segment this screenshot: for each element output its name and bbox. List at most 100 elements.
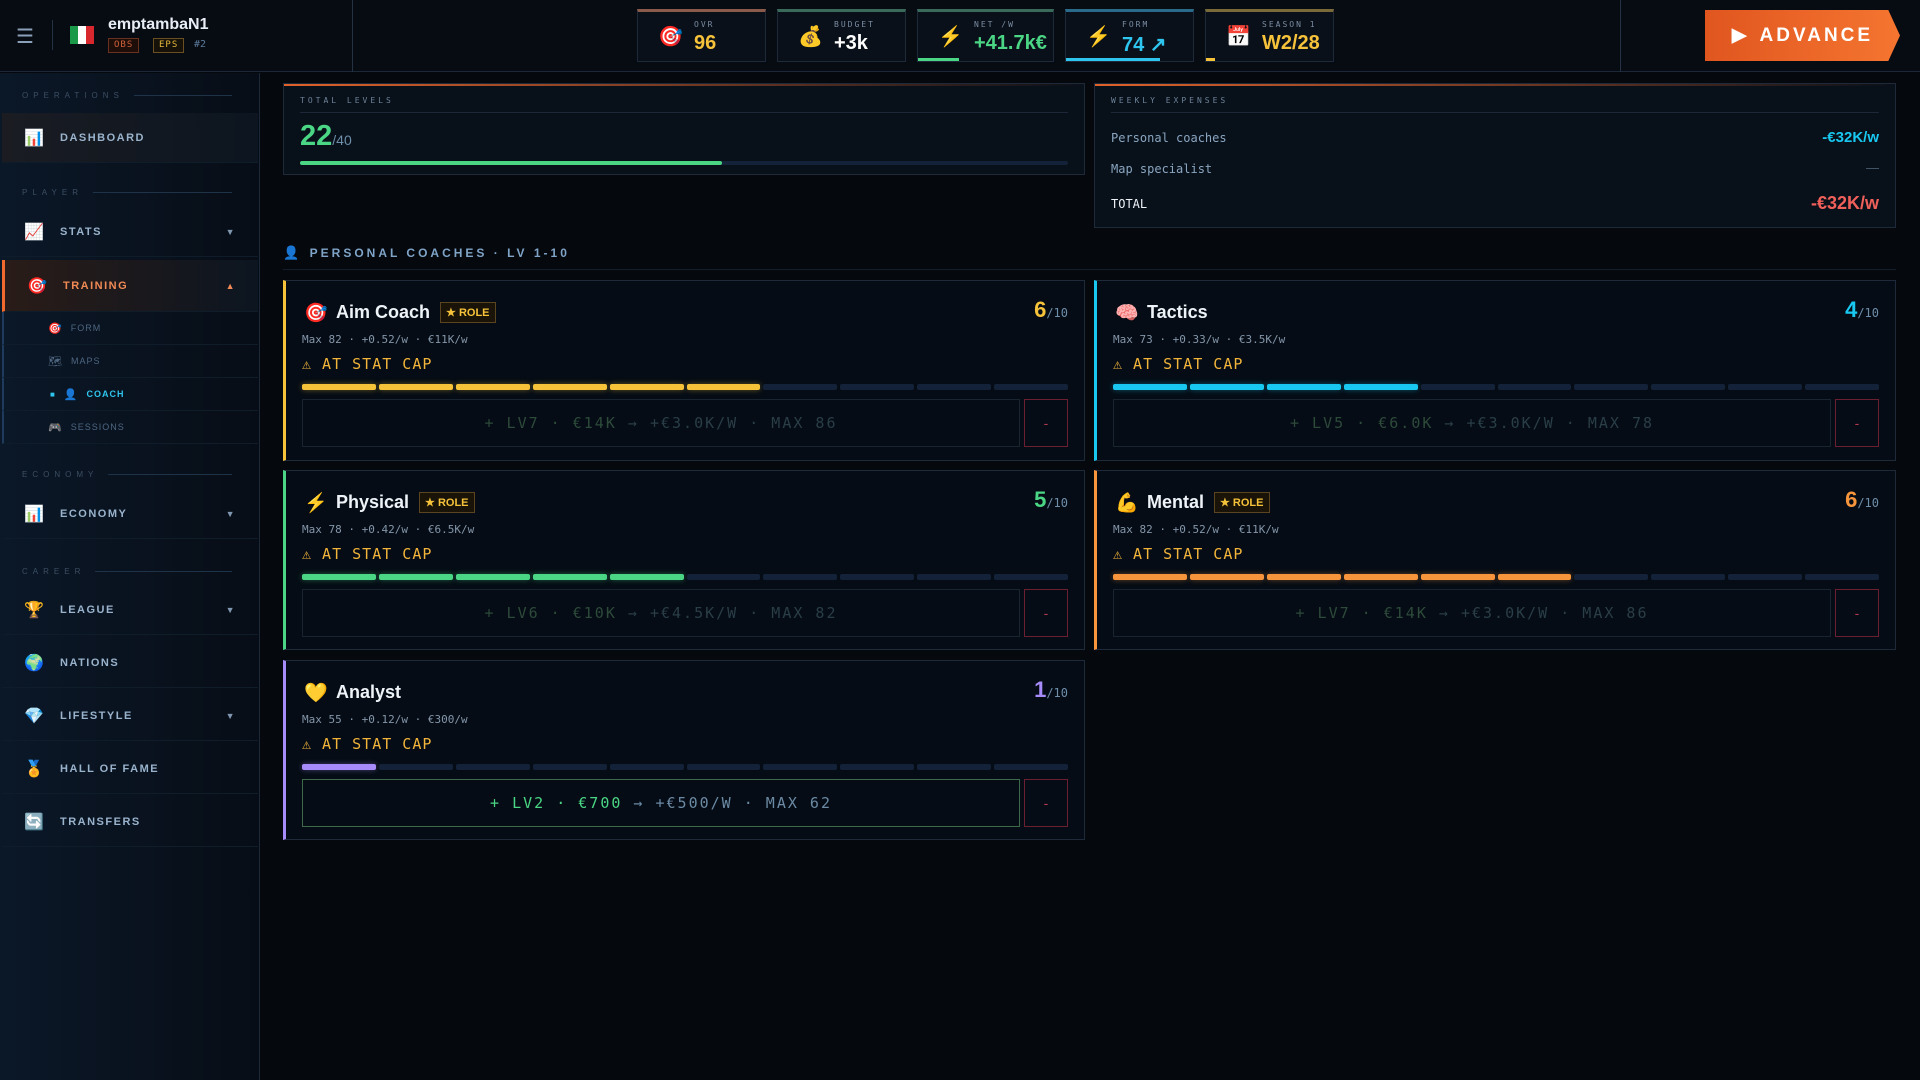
sidebar-item-nations[interactable]: 🌍 NATIONS [2, 638, 258, 688]
level-segment [1266, 574, 1341, 580]
sidebar-item-training[interactable]: 🎯 TRAINING ▲ [2, 260, 258, 312]
sidebar-item-hall-of-fame[interactable]: 🏅 HALL OF FAME [2, 744, 258, 794]
level-segment [1574, 384, 1649, 390]
brain-icon: 🧠 [1115, 303, 1139, 324]
sidebar-sub-form[interactable]: 🎯 FORM [2, 312, 258, 345]
level-segment [1420, 384, 1495, 390]
person-icon: 👤 [63, 388, 79, 401]
sidebar-item-league[interactable]: 🏆 LEAGUE ▼ [2, 585, 258, 635]
sidebar-sub-coach[interactable]: ■ 👤 COACH [2, 378, 258, 411]
upgrade-button[interactable]: + LV2 · €700 → +€500/W · MAX 62 [302, 779, 1020, 827]
level-segment [763, 574, 838, 580]
level-segment [1266, 384, 1341, 390]
tile-progress [1206, 58, 1215, 61]
section-player: PLAYER [22, 188, 232, 197]
sidebar: OPERATIONS 📊 DASHBOARD PLAYER 📈 STATS ▼ 🎯 TR… [0, 73, 260, 1080]
sidebar-item-stats[interactable]: 📈 STATS ▼ [2, 207, 258, 257]
upgrade-button[interactable]: + LV6 · €10K → +€4.5K/W · MAX 82 [302, 589, 1020, 637]
player-rank: #2 [194, 39, 207, 50]
chevron-down-icon: ▼ [225, 226, 236, 237]
sidebar-sub-maps[interactable]: 🗺 MAPS [2, 345, 258, 378]
stat-cap-warning: ⚠ AT STAT CAP [1113, 545, 1244, 563]
sidebar-item-lifestyle[interactable]: 💎 LIFESTYLE ▼ [2, 691, 258, 741]
sidebar-item-economy[interactable]: 📊 ECONOMY ▼ [2, 489, 258, 539]
stat-cap-warning: ⚠ AT STAT CAP [302, 545, 433, 563]
stat-tile-net-w: ⚡ NET /W +41.7k€ [917, 9, 1054, 62]
level-progress [1113, 384, 1880, 390]
level-segment [378, 764, 453, 770]
level-segment [302, 384, 376, 390]
money-bag-icon: 💰 [798, 26, 823, 48]
downgrade-button[interactable]: - [1835, 589, 1879, 637]
stat-cap-warning: ⚠ AT STAT CAP [302, 735, 433, 753]
divider [1620, 0, 1621, 72]
chevron-up-icon: ▲ [225, 280, 236, 291]
level-segment [994, 764, 1069, 770]
coach-card-analyst: 💛 Analyst 1/10 Max 55 · +0.12/w · €300/w… [283, 660, 1085, 840]
downgrade-button[interactable]: - [1024, 399, 1068, 447]
level-segment [1651, 384, 1726, 390]
tag-obs: OBS [108, 38, 140, 53]
level-progress [302, 384, 1069, 390]
target-icon: 🎯 [304, 303, 328, 324]
weekly-expenses-card: WEEKLY EXPENSES Personal coaches -€32K/w… [1094, 83, 1896, 228]
chart-up-icon: 📈 [24, 223, 46, 241]
coach-name: Physical ★ ROLE [336, 492, 475, 513]
section-operations: OPERATIONS [22, 91, 232, 100]
level-segment [378, 574, 453, 580]
stat-tile-budget: 💰 BUDGET +3k [777, 9, 906, 62]
gamepad-icon: 🎮 [48, 421, 63, 434]
sidebar-item-transfers[interactable]: 🔄 TRANSFERS [2, 797, 258, 847]
heart-hands-icon: 💛 [304, 683, 328, 704]
hamburger-icon[interactable]: ☰ [16, 26, 34, 48]
level-segment [1728, 384, 1803, 390]
coach-card-mental: 💪 Mental ★ ROLE 6/10 Max 82 · +0.52/w · €… [1094, 470, 1896, 650]
level-segment [1497, 574, 1572, 580]
refresh-icon: 🔄 [24, 813, 46, 831]
level-segment [1343, 384, 1418, 390]
level-segment [917, 764, 992, 770]
level-segment [994, 384, 1069, 390]
sidebar-sub-sessions[interactable]: 🎮 SESSIONS [2, 411, 258, 444]
globe-icon: 🌍 [24, 654, 46, 672]
downgrade-button[interactable]: - [1024, 779, 1068, 827]
downgrade-button[interactable]: - [1024, 589, 1068, 637]
level-segment [609, 764, 684, 770]
coach-card-physical: ⚡ Physical ★ ROLE 5/10 Max 78 · +0.42/w ·… [283, 470, 1085, 650]
coach-level: 6/10 [1034, 297, 1068, 322]
chevron-down-icon: ▼ [225, 710, 236, 721]
level-segment [763, 384, 838, 390]
sidebar-item-dashboard[interactable]: 📊 DASHBOARD [2, 113, 258, 163]
bar-chart-icon: 📊 [24, 505, 46, 523]
upgrade-button[interactable]: + LV7 · €14K → +€3.0K/W · MAX 86 [302, 399, 1020, 447]
divider [52, 20, 53, 50]
player-name: emptambaN1 [108, 16, 209, 33]
coach-card-aim-coach: 🎯 Aim Coach ★ ROLE 6/10 Max 82 · +0.52/w … [283, 280, 1085, 461]
target-icon: 🎯 [658, 26, 683, 48]
person-icon: 👤 [283, 245, 300, 260]
level-segment [1574, 574, 1649, 580]
italy-flag [70, 26, 94, 44]
bar-chart-icon: 📊 [24, 129, 46, 147]
chevron-down-icon: ▼ [225, 508, 236, 519]
level-segment [1189, 384, 1264, 390]
trophy-icon: 🏆 [24, 601, 46, 619]
coach-level: 4/10 [1845, 297, 1879, 322]
muscle-icon: 💪 [1115, 493, 1139, 514]
total-levels-value: 22/40 [300, 120, 352, 152]
level-segment [840, 384, 915, 390]
level-segment [686, 764, 761, 770]
medal-icon: 🏅 [24, 760, 46, 778]
upgrade-button[interactable]: + LV5 · €6.0K → +€3.0K/W · MAX 78 [1113, 399, 1831, 447]
coach-level: 1/10 [1034, 677, 1068, 702]
tag-eps: EPS [153, 38, 185, 53]
upgrade-button[interactable]: + LV7 · €14K → +€3.0K/W · MAX 86 [1113, 589, 1831, 637]
level-progress [302, 764, 1069, 770]
coach-name: Aim Coach ★ ROLE [336, 302, 496, 323]
level-segment [1113, 574, 1187, 580]
lightning-icon: ⚡ [304, 493, 328, 514]
level-segment [1343, 574, 1418, 580]
advance-button[interactable]: ▶ ADVANCE [1705, 10, 1900, 61]
downgrade-button[interactable]: - [1835, 399, 1879, 447]
level-segment [302, 764, 376, 770]
